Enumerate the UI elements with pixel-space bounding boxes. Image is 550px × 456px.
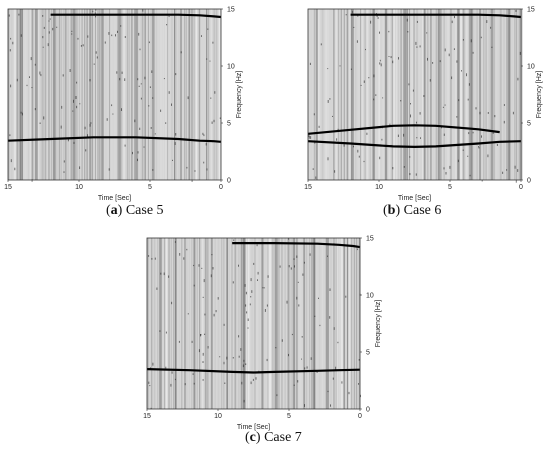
y-tick-label: 15 (366, 236, 374, 243)
x-tick-label: 5 (148, 184, 152, 191)
frequency-ridge-series-3 (350, 13, 522, 19)
caption-letter: a (110, 203, 118, 218)
frequency-ridge-series-1 (7, 136, 222, 143)
spectrogram-panel-c: 15 10 5 00 5 10 15 Time [Sec] Frequency [Hz] (143, 236, 382, 432)
spectrogram-texture (147, 238, 361, 410)
x-tick-label: 0 (519, 184, 523, 191)
y-axis-label: Frequency [Hz] (375, 300, 382, 348)
spectrogram-panel-b: 15 10 5 00 5 10 15 Time [Sec] Frequency [Hz] (304, 7, 543, 203)
caption-case-6: (b) Case 6 (383, 203, 442, 218)
x-tick-label: 0 (358, 413, 362, 420)
y-tick-label: 10 (366, 293, 374, 300)
y-axis-label: Frequency [Hz] (536, 71, 543, 119)
frequency-ridge-series-2 (232, 242, 361, 249)
plot-frame (307, 8, 522, 181)
x-axis-label: Time [Sec] (398, 195, 431, 202)
y-tick-label: 15 (527, 7, 535, 14)
caption-case-7: (c) Case 7 (245, 430, 302, 445)
frequency-ridge-series-1 (307, 140, 522, 148)
y-tick-label: 0 (527, 178, 531, 185)
x-tick-label: 15 (4, 184, 12, 191)
x-tick-label: 10 (214, 413, 222, 420)
y-tick-label: 15 (227, 7, 235, 14)
frequency-ridge-series-1 (146, 368, 361, 374)
caption-text: Case 5 (125, 203, 164, 218)
y-tick-label: 5 (227, 121, 231, 128)
y-tick-label: 0 (366, 407, 370, 414)
x-tick-label: 5 (448, 184, 452, 191)
x-tick-label: 10 (75, 184, 83, 191)
spectrogram-texture (308, 9, 523, 183)
y-tick-label: 0 (227, 178, 231, 185)
caption-text: Case 6 (403, 203, 442, 218)
plot-frame (7, 8, 222, 181)
x-axis-label: Time [Sec] (237, 424, 270, 431)
caption-letter: b (387, 203, 396, 218)
y-tick-label: 10 (527, 64, 535, 71)
x-tick-label: 15 (304, 184, 312, 191)
x-axis-label: Time [Sec] (98, 195, 131, 202)
spectrogram-texture (8, 9, 221, 182)
caption-case-5: (a) Case 5 (106, 203, 164, 218)
spectrogram-panel-a: 15 10 5 00 5 10 15 Time [Sec] Frequency [Hz] (4, 7, 243, 203)
caption-letter: c (249, 430, 256, 445)
caption-text: Case 7 (264, 430, 302, 445)
frequency-ridge-series-2 (307, 124, 500, 135)
plot-frame (146, 237, 361, 410)
y-tick-label: 5 (366, 350, 370, 357)
y-axis-label: Frequency [Hz] (236, 71, 243, 119)
x-tick-label: 5 (287, 413, 291, 420)
x-tick-label: 10 (375, 184, 383, 191)
y-tick-label: 10 (227, 64, 235, 71)
frequency-ridge-series-2 (50, 13, 222, 19)
x-tick-label: 15 (143, 413, 151, 420)
y-tick-label: 5 (527, 121, 531, 128)
x-tick-label: 0 (219, 184, 223, 191)
